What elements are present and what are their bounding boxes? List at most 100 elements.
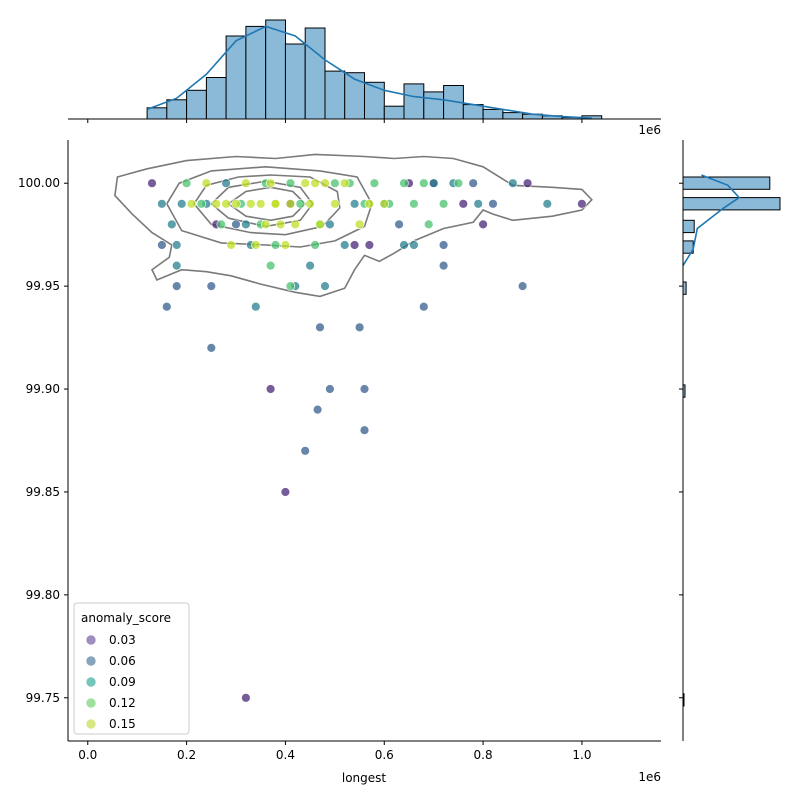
scatter-point <box>517 281 528 291</box>
scatter-point <box>172 281 182 291</box>
x-histogram-bar <box>245 25 267 120</box>
scatter-point <box>419 302 429 312</box>
scatter-point <box>394 219 404 230</box>
scatter-point <box>312 404 323 415</box>
scatter-point <box>399 240 409 250</box>
legend-marker <box>85 634 97 646</box>
scatter-point <box>354 322 365 332</box>
scatter-point <box>349 199 360 209</box>
scatter-point <box>305 260 315 271</box>
x-histogram-bar <box>186 89 207 120</box>
scatter-point <box>522 178 533 188</box>
main-scatter-plot <box>114 153 593 703</box>
scatter-point <box>488 199 498 209</box>
scatter-point <box>211 199 222 209</box>
kde-contours <box>114 153 593 298</box>
x-tick-label: 0.4 <box>276 748 295 762</box>
scatter-point <box>290 219 300 230</box>
scatter-point <box>300 178 310 188</box>
x-histogram-bar <box>284 43 306 120</box>
legend-marker <box>85 718 97 730</box>
scatter-point <box>285 178 296 188</box>
x-histogram-bar <box>304 27 326 120</box>
scatter-point <box>325 384 335 394</box>
scatter-point <box>231 219 241 230</box>
y-tick-label: 99.85 <box>26 485 60 499</box>
scatter-point <box>577 199 587 209</box>
scatter-point <box>285 281 296 291</box>
y-tick-label: 99.90 <box>26 382 60 396</box>
legend-label: 0.15 <box>109 717 136 731</box>
x-histogram-bar <box>383 105 405 120</box>
scatter-point <box>172 240 182 250</box>
scatter-point <box>364 240 375 250</box>
y-histogram-bar <box>682 197 781 211</box>
y-tick-label: 100.00 <box>18 176 60 190</box>
scatter-point <box>438 199 449 209</box>
scatter-point <box>320 178 330 188</box>
scatter-point <box>478 219 488 230</box>
x-kde-curve <box>146 25 592 119</box>
legend-marker <box>85 676 97 688</box>
scatter-point <box>270 240 281 250</box>
legend-label: 0.03 <box>109 633 136 647</box>
scatter-point <box>177 199 187 209</box>
scatter-point <box>399 178 409 188</box>
legend-title: anomaly_score <box>81 611 171 625</box>
scatter-point <box>340 178 350 188</box>
scatter-point <box>251 240 261 250</box>
x-histogram-bar <box>403 83 425 120</box>
scatter-point <box>295 199 305 209</box>
x-histogram-bar <box>205 77 227 120</box>
scatter-point <box>201 178 212 188</box>
y-histogram-bar <box>682 219 695 234</box>
scatter-point <box>246 199 256 209</box>
scatter-point <box>162 302 172 312</box>
scatter-point <box>364 199 375 209</box>
kde-contour-5 <box>227 186 307 222</box>
scatter-point <box>275 219 286 230</box>
x-axis-label: longest <box>342 771 387 785</box>
scatter-point <box>157 199 167 209</box>
scatter-point <box>265 260 276 271</box>
x-histogram-bar <box>166 99 188 120</box>
x-histogram-bar <box>364 81 385 120</box>
kde-contour-1 <box>114 153 593 298</box>
x-histogram-bar <box>423 91 445 120</box>
scatter-point <box>429 178 439 188</box>
scatter-point <box>256 199 266 209</box>
scatter-point <box>409 199 419 209</box>
scatter-point <box>409 240 419 250</box>
scatter-point <box>206 343 217 353</box>
scatter-point <box>300 446 310 456</box>
scatter-point <box>320 281 330 291</box>
scatter-point <box>241 219 251 230</box>
x-histogram-bar <box>462 104 484 120</box>
legend-label: 0.06 <box>109 654 136 668</box>
x-histogram-bar <box>502 112 524 120</box>
scatter-point <box>359 425 370 435</box>
scatter-point <box>453 178 464 188</box>
scatter-point <box>226 240 236 250</box>
marginal-y-histogram <box>682 174 781 707</box>
scatter-point <box>508 178 518 188</box>
scatter-point <box>542 199 552 209</box>
scatter-point <box>315 219 325 230</box>
y-histogram-bar <box>682 176 771 190</box>
scatter-point <box>419 178 429 188</box>
y-kde-curve <box>682 174 741 267</box>
scatter-point <box>172 260 182 271</box>
scatter-point <box>270 199 281 209</box>
legend-marker <box>85 697 97 709</box>
legend-marker <box>85 655 97 667</box>
x-tick-label: 0.8 <box>474 748 493 762</box>
y-tick-label: 99.80 <box>26 588 60 602</box>
scatter-point <box>261 219 271 230</box>
scatter-point <box>310 240 320 250</box>
scatter-point <box>280 487 291 497</box>
scatter-point <box>458 199 468 209</box>
scatter-point <box>265 384 276 394</box>
scatter-point <box>438 240 449 250</box>
scatter-point <box>186 199 197 209</box>
scatter-point <box>330 199 340 209</box>
